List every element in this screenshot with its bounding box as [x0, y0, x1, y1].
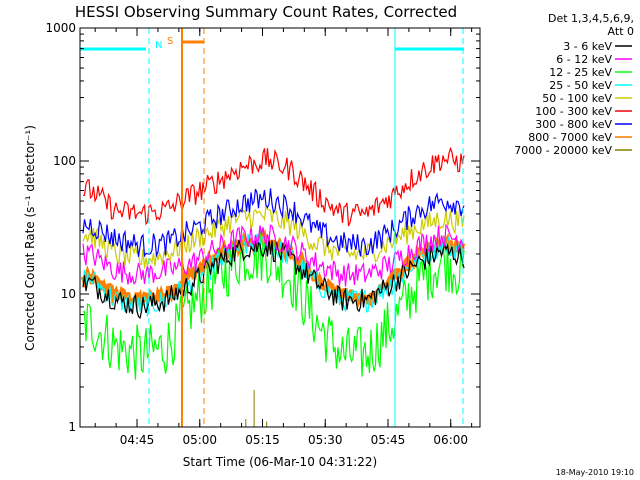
x-tick-label: 04:45 — [120, 433, 155, 447]
series-line — [82, 223, 465, 287]
footer-timestamp: 18-May-2010 19:10 — [556, 468, 634, 477]
saa-annotation: S — [167, 36, 173, 47]
series-line — [82, 233, 465, 317]
x-axis-label: Start Time (06-Mar-10 04:31:22) — [183, 455, 377, 469]
x-tick-label: 05:30 — [308, 433, 343, 447]
legend-header-2: Att 0 — [608, 25, 634, 38]
y-axis-label: Corrected Count Rate (s⁻¹ detector⁻¹) — [23, 125, 37, 351]
y-tick-label: 1 — [68, 420, 76, 434]
legend-label: 6 - 12 keV — [556, 53, 612, 66]
x-tick-label: 05:15 — [245, 433, 280, 447]
x-tick-label: 06:00 — [433, 433, 468, 447]
series-line — [82, 238, 465, 320]
plot-frame — [79, 27, 481, 428]
legend-label: 7000 - 20000 keV — [514, 144, 612, 157]
legend-label: 800 - 7000 keV — [528, 131, 612, 144]
chart-title: HESSI Observing Summary Count Rates, Cor… — [75, 3, 457, 21]
legend-label: 100 - 300 keV — [535, 105, 612, 118]
legend-label: 3 - 6 keV — [563, 40, 612, 53]
legend-header-1: Det 1,3,4,5,6,9, — [548, 12, 634, 25]
x-tick-label: 05:00 — [182, 433, 217, 447]
series-line — [82, 188, 465, 258]
series-line — [82, 230, 465, 380]
night-annotation: N — [155, 40, 162, 51]
legend-label: 12 - 25 keV — [549, 66, 612, 79]
legend-label: 300 - 800 keV — [535, 118, 612, 131]
legend-label: 25 - 50 keV — [549, 79, 612, 92]
series-line — [82, 146, 465, 227]
y-tick-label: 10 — [61, 287, 76, 301]
x-tick-label: 05:45 — [371, 433, 406, 447]
y-tick-label: 1000 — [45, 21, 76, 35]
y-tick-label: 100 — [53, 154, 76, 168]
legend-label: 50 - 100 keV — [542, 92, 612, 105]
